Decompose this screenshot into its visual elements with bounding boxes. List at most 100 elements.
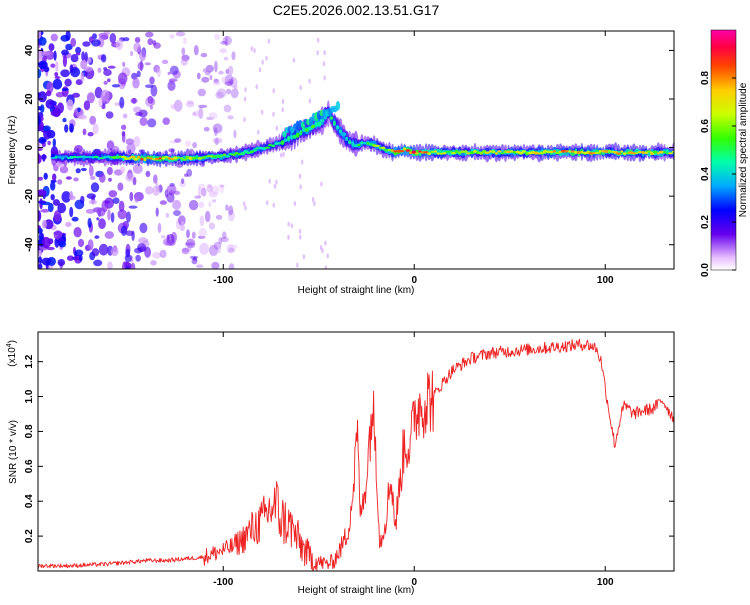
noise-blob	[272, 111, 275, 117]
noise-blob	[97, 67, 102, 73]
noise-blob	[175, 31, 186, 37]
noise-blob	[93, 207, 103, 213]
noise-blob	[88, 165, 94, 177]
ridge-cell	[491, 150, 496, 154]
noise-blob	[61, 191, 71, 203]
snr-scale-exponent: 4	[6, 343, 13, 347]
noise-blob	[64, 78, 72, 87]
noise-blob	[195, 264, 204, 268]
ridge-cell	[484, 151, 490, 154]
noise-blob	[65, 43, 73, 51]
noise-blob	[38, 115, 42, 126]
ridge-cell	[423, 151, 429, 154]
noise-blob	[38, 60, 48, 70]
noise-blob	[38, 147, 43, 152]
noise-blob	[322, 61, 325, 67]
noise-blob	[224, 81, 234, 86]
noise-blob	[167, 71, 171, 75]
ridge-cell	[69, 155, 74, 159]
noise-blob	[226, 243, 234, 254]
noise-blob	[123, 37, 130, 42]
noise-blob	[244, 87, 247, 93]
noise-blob	[125, 230, 134, 236]
noise-blob	[57, 179, 63, 185]
noise-blob	[227, 115, 234, 120]
ridge-cell	[463, 150, 468, 153]
noise-blob	[54, 76, 61, 79]
ridge-cell	[506, 150, 511, 154]
noise-blob	[227, 79, 234, 84]
noise-blob	[132, 77, 140, 89]
noise-blob	[273, 183, 277, 189]
noise-blob	[208, 244, 219, 256]
noise-blob	[287, 221, 290, 227]
ridge-cell	[154, 157, 160, 161]
noise-blob	[108, 190, 118, 198]
noise-blob	[324, 265, 328, 269]
noise-blob	[296, 262, 299, 268]
noise-blob	[280, 152, 283, 158]
noise-blob	[50, 181, 56, 191]
ridge-cell	[319, 119, 325, 123]
noise-blob	[136, 70, 141, 78]
snr-scale-suffix: )	[7, 340, 18, 343]
ridge-cell	[50, 157, 56, 159]
ridge-cell	[277, 142, 282, 145]
ridge-cell	[287, 136, 291, 141]
noise-blob	[157, 67, 161, 78]
ridge-cell	[353, 144, 359, 148]
ridge-cell	[295, 132, 300, 138]
ridge-cell	[359, 141, 365, 145]
spectrogram-noise-blobs	[38, 31, 329, 269]
noise-blob	[202, 68, 207, 73]
spectrogram-ridge	[50, 100, 674, 168]
noise-blob	[223, 104, 232, 113]
noise-blob	[53, 210, 62, 222]
noise-blob	[38, 68, 42, 79]
noise-blob	[173, 210, 181, 216]
noise-blob	[299, 184, 302, 190]
noise-blob	[58, 241, 67, 248]
ridge-cell	[473, 150, 477, 153]
noise-blob	[181, 54, 190, 62]
noise-blob	[215, 91, 224, 100]
noise-blob	[50, 110, 61, 117]
noise-blob	[208, 191, 218, 198]
noise-blob	[172, 199, 182, 210]
ridge-cell	[333, 120, 336, 126]
noise-blob	[69, 206, 74, 218]
spectrogram-panel: -100 0 100 40 20 0 -20 -40 Height of straight …	[7, 30, 675, 296]
noise-blob	[41, 236, 51, 249]
noise-blob	[253, 48, 256, 54]
ridge-cell	[405, 149, 410, 152]
noise-blob	[52, 138, 56, 148]
noise-blob	[192, 110, 202, 117]
noise-blob	[258, 67, 262, 73]
noise-blob	[212, 199, 217, 203]
noise-blob	[313, 201, 316, 207]
y-tick-label: 0.4	[24, 494, 35, 508]
ridge-cell	[146, 156, 150, 159]
noise-blob	[218, 70, 224, 75]
colorbar-tick-label: 0.0	[700, 263, 711, 277]
noise-blob	[65, 31, 71, 41]
noise-blob	[219, 184, 225, 188]
ridge-cell	[494, 152, 498, 155]
noise-blob	[46, 246, 55, 251]
noise-blob	[62, 55, 67, 67]
noise-blob	[323, 50, 326, 56]
y-tick-label: 0.2	[24, 529, 35, 543]
ridge-cell	[560, 149, 567, 153]
noise-blob	[87, 209, 93, 214]
noise-blob	[192, 142, 198, 149]
noise-blob	[198, 183, 206, 191]
noise-blob	[130, 50, 134, 57]
noise-blob	[268, 178, 271, 184]
ridge-cell	[149, 157, 153, 160]
noise-blob	[186, 100, 194, 105]
ridge-cell	[568, 150, 572, 153]
noise-blob	[316, 50, 319, 56]
ridge-cell	[81, 155, 87, 159]
ridge-cell	[637, 151, 643, 154]
